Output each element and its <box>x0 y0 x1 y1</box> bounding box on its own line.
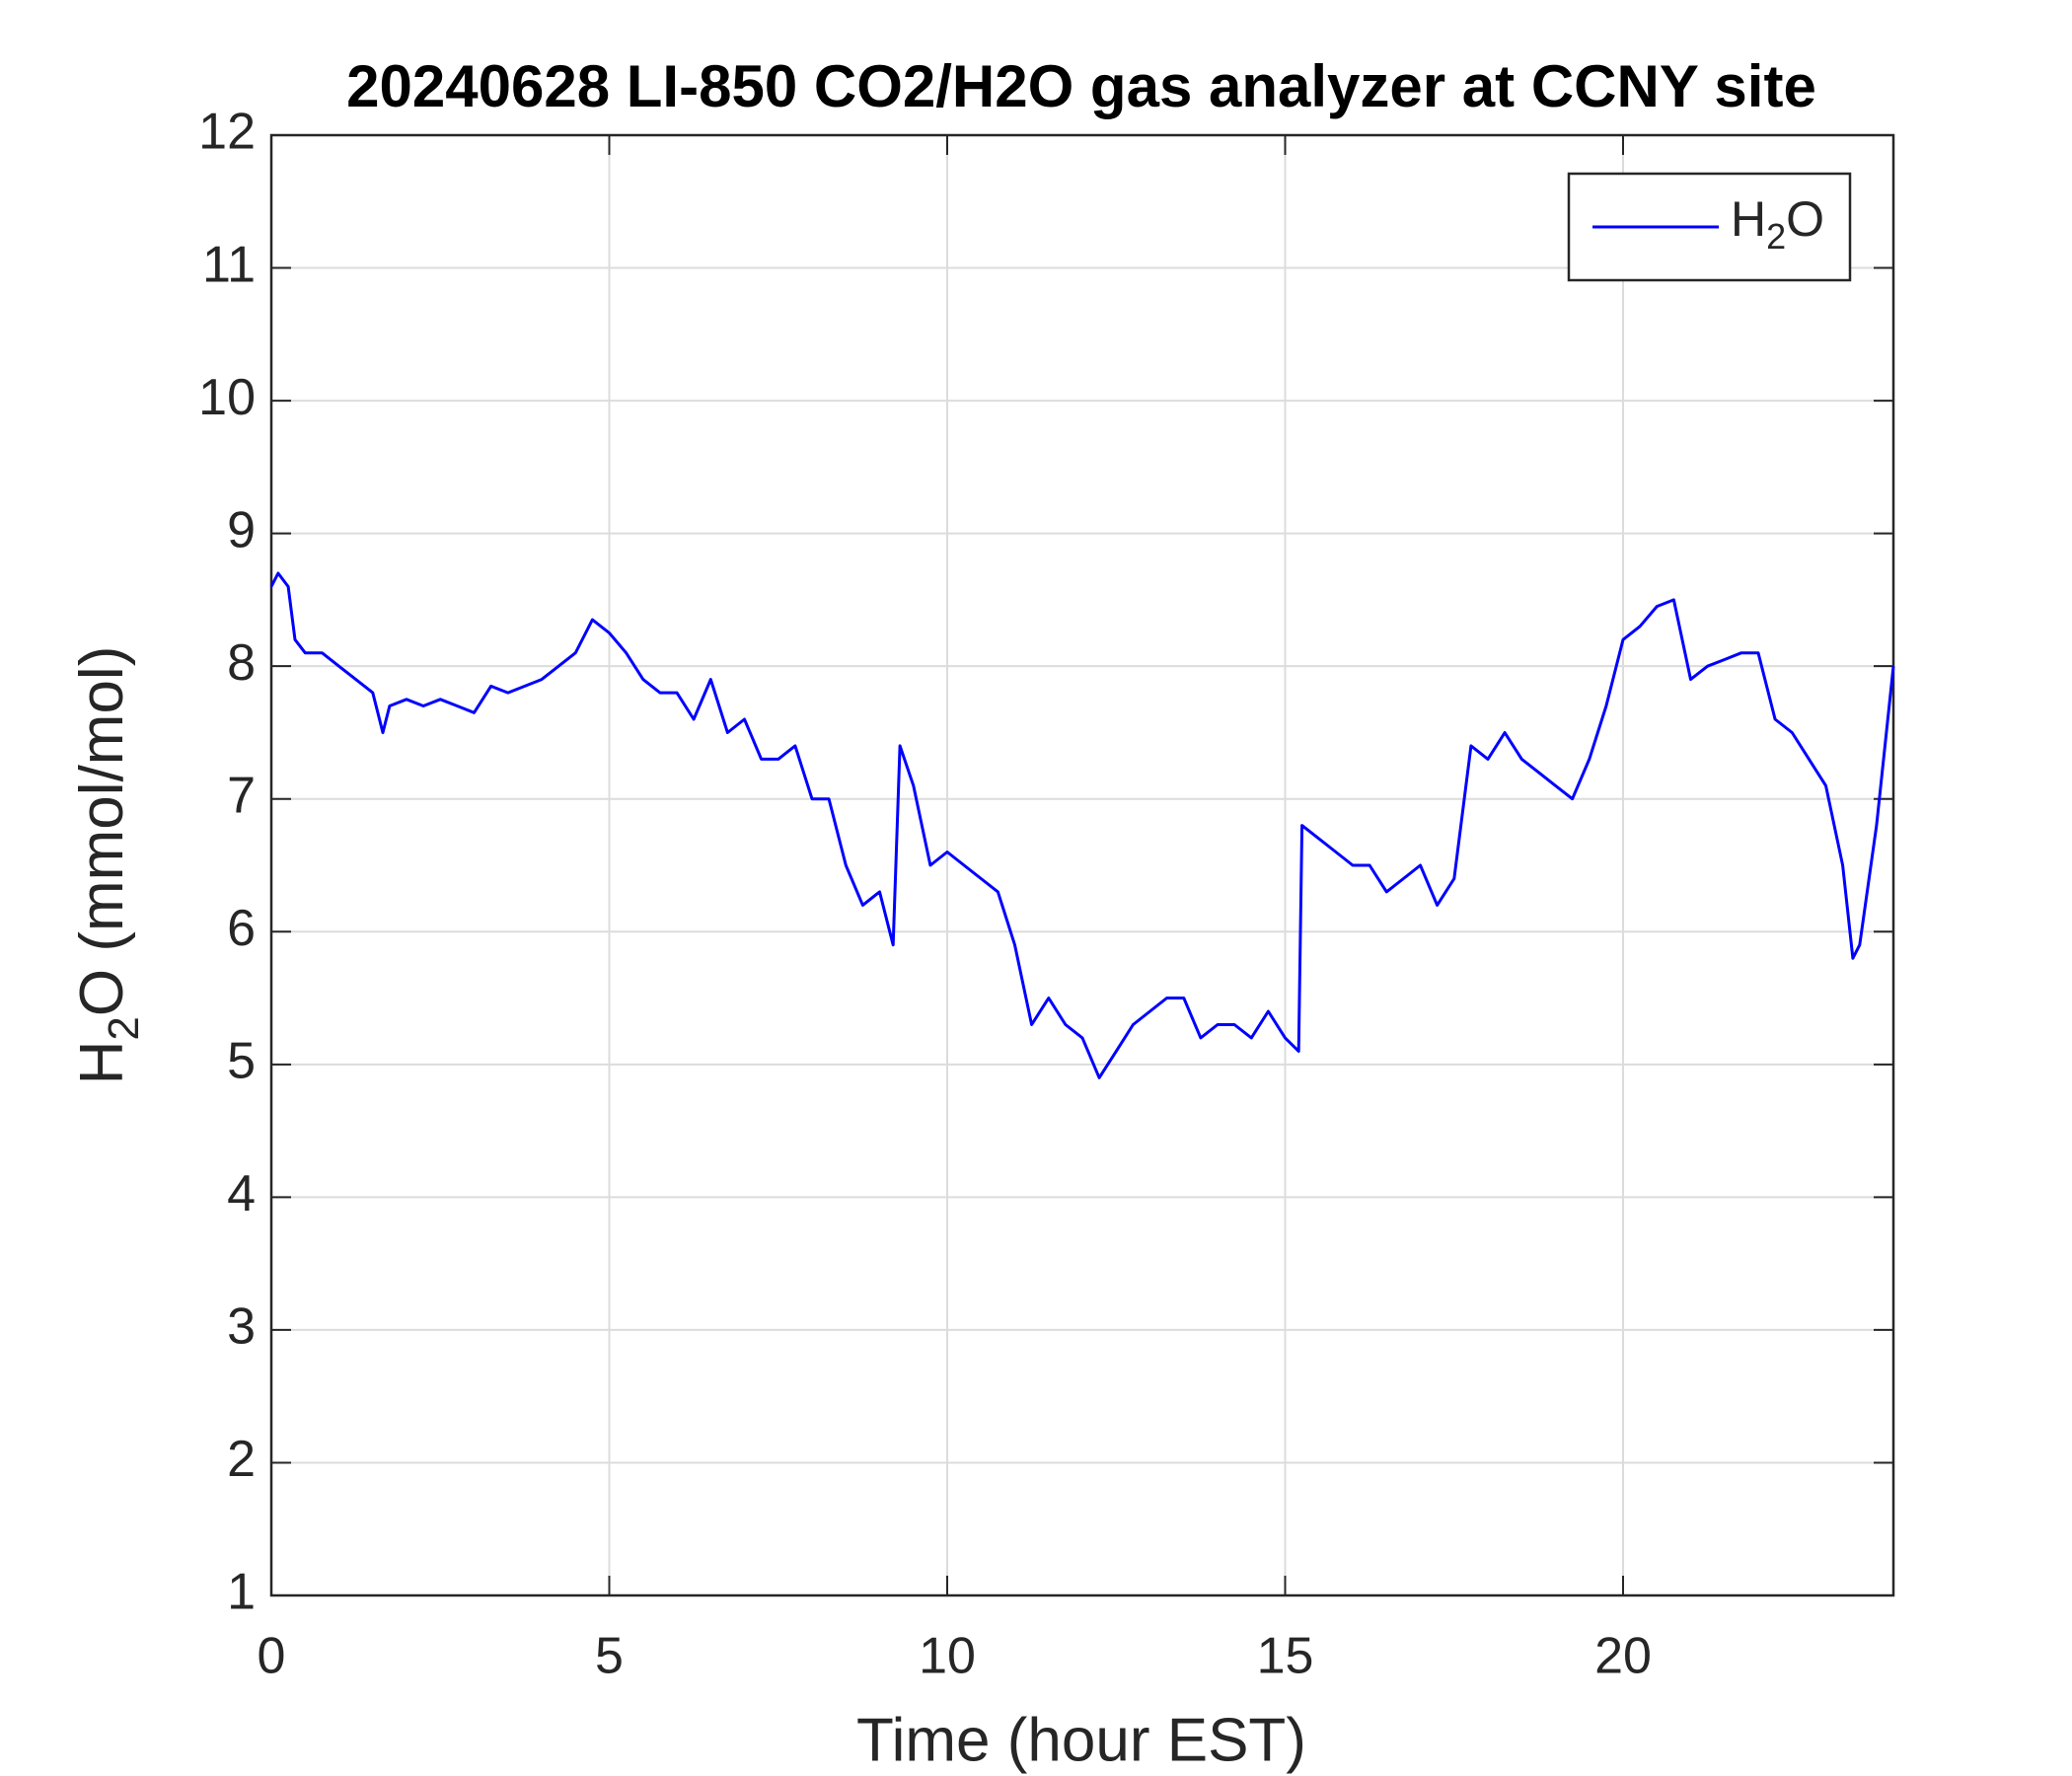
y-tick-label: 2 <box>227 1431 256 1488</box>
x-tick-label: 0 <box>258 1628 286 1685</box>
data-line <box>269 571 1895 1079</box>
x-tick-label: 15 <box>1257 1628 1314 1685</box>
y-tick-label: 12 <box>198 104 256 161</box>
y-tick-label: 8 <box>227 634 256 692</box>
y-tick-label: 9 <box>227 501 256 558</box>
legend: H2O <box>1567 172 1852 282</box>
y-tick-label: 1 <box>227 1564 256 1621</box>
x-tick-label: 20 <box>1594 1628 1652 1685</box>
y-tick-label: 10 <box>198 369 256 426</box>
y-tick-label: 6 <box>227 900 256 957</box>
y-tick-label: 7 <box>227 767 256 824</box>
x-tick-label: 10 <box>919 1628 976 1685</box>
y-axis-label: H2O (mmol/mol) <box>68 646 147 1085</box>
y-tick-label: 4 <box>227 1165 256 1222</box>
legend-label: H2O <box>1731 191 1824 257</box>
y-tick-label: 3 <box>227 1298 256 1356</box>
y-tick-label: 5 <box>227 1033 256 1090</box>
x-tick-label: 5 <box>595 1628 624 1685</box>
x-axis-label: Time (hour EST) <box>856 1706 1306 1774</box>
axes-box <box>269 133 1895 1597</box>
y-tick-label: 11 <box>202 236 256 293</box>
chart-title: 20240628 LI-850 CO2/H2O gas analyzer at … <box>346 53 1816 119</box>
